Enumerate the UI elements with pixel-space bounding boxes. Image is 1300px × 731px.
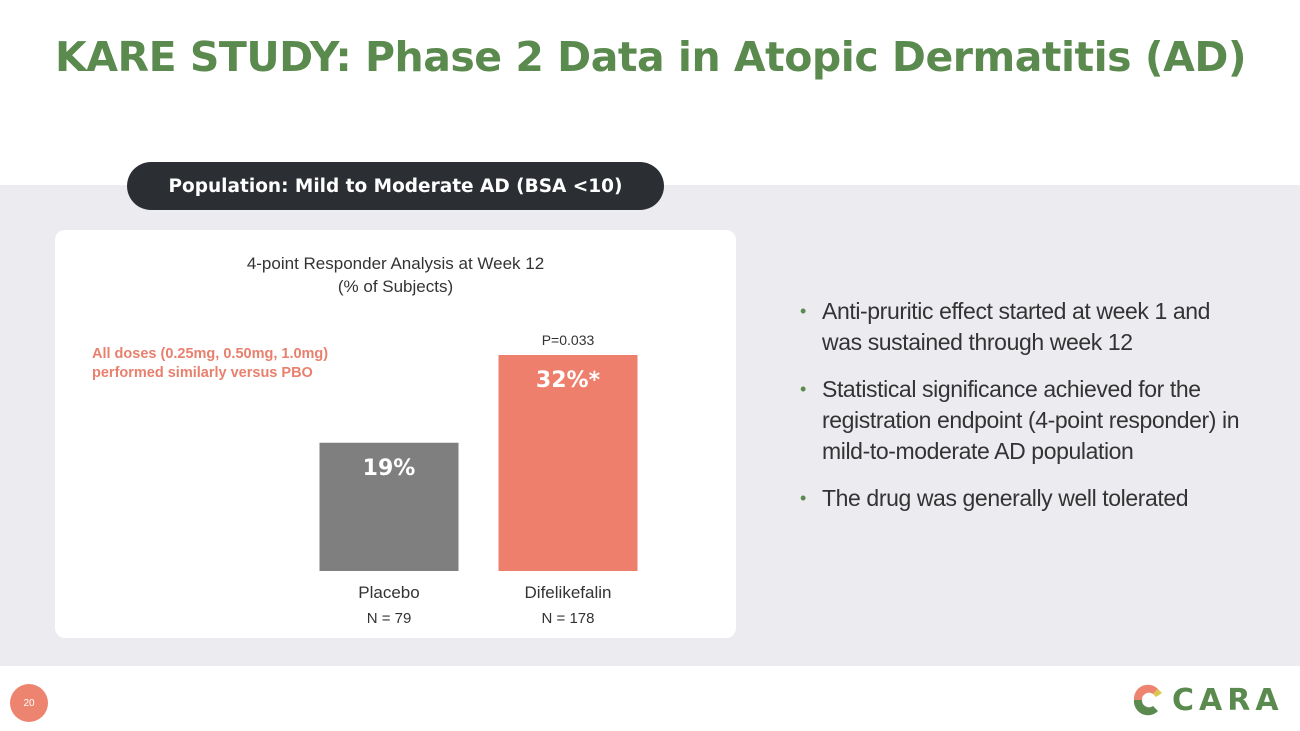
- dose-note-line-2: performed similarly versus PBO: [92, 365, 313, 381]
- category-label: Placebo: [358, 583, 419, 602]
- dose-note-line-1: All doses (0.25mg, 0.50mg, 1.0mg): [92, 346, 329, 362]
- bullet-item: • Statistical significance achieved for t…: [800, 374, 1240, 467]
- population-label: Population: Mild to Moderate AD (BSA <10…: [127, 162, 664, 210]
- chart-title: 4-point Responder Analysis at Week 12 (%…: [55, 252, 736, 298]
- bullet-dot-icon: •: [800, 379, 806, 399]
- bullet-dot-icon: •: [800, 488, 806, 508]
- bar-value-label: 19%: [363, 456, 416, 481]
- slide-title: KARE STUDY: Phase 2 Data in Atopic Derma…: [55, 33, 1247, 81]
- cara-logo: CARA: [1130, 680, 1290, 722]
- responder-bar-chart: 19% Placebo N = 79 32%* Difelikefalin N = 178…: [319, 332, 638, 627]
- bullet-dot-icon: •: [800, 301, 806, 321]
- sample-size-label: N = 79: [367, 610, 412, 627]
- bullet-text: Anti-pruritic effect started at week 1 a…: [822, 298, 1211, 355]
- bar-value-label: 32%*: [536, 368, 601, 393]
- chart-title-line-2: (% of Subjects): [337, 277, 454, 296]
- bullet-item: • The drug was generally well tolerated: [800, 483, 1240, 514]
- page-number-badge: 20: [10, 684, 48, 722]
- bullet-text: The drug was generally well tolerated: [822, 485, 1189, 511]
- chart-title-line-1: 4-point Responder Analysis at Week 12: [246, 254, 545, 273]
- sample-size-label: N = 178: [542, 610, 595, 627]
- bar-difelikefalin: [498, 355, 638, 571]
- category-label: Difelikefalin: [525, 583, 612, 602]
- chart-card: 4-point Responder Analysis at Week 12 (%…: [55, 230, 736, 638]
- cara-logo-text: CARA: [1172, 683, 1284, 718]
- bullet-item: • Anti-pruritic effect started at week 1 …: [800, 296, 1240, 358]
- bullet-text: Statistical significance achieved for th…: [822, 376, 1240, 464]
- cara-logo-icon: [1133, 684, 1162, 716]
- key-findings-list: • Anti-pruritic effect started at week 1 …: [800, 296, 1240, 530]
- p-value-annotation: P=0.033: [542, 332, 595, 348]
- dose-note: All doses (0.25mg, 0.50mg, 1.0mg) perfor…: [92, 345, 392, 383]
- bar-placebo: [319, 442, 459, 571]
